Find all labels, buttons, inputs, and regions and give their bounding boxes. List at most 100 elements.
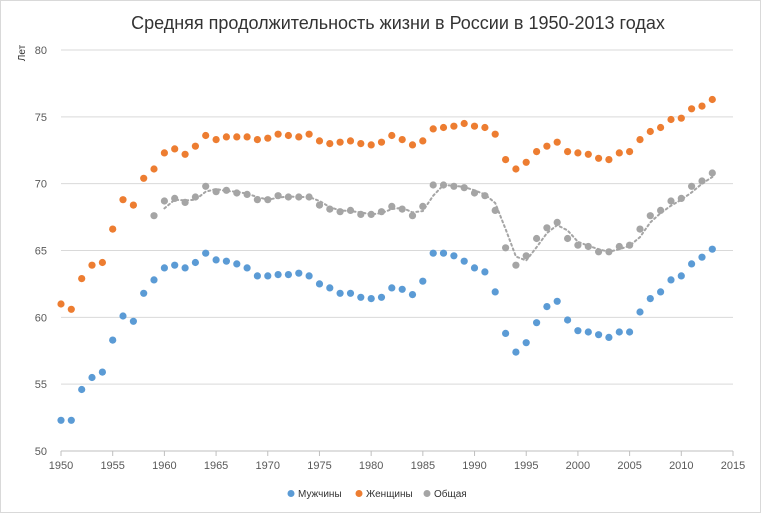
data-point [574, 327, 582, 335]
data-point [253, 272, 261, 280]
data-point [460, 119, 468, 128]
data-point [688, 182, 696, 190]
data-point [636, 225, 644, 233]
data-point [708, 95, 716, 104]
data-point [284, 193, 292, 201]
data-point [233, 133, 241, 141]
legend-label: Женщины [366, 489, 413, 500]
data-point [191, 258, 199, 267]
data-point [595, 248, 603, 256]
data-point [481, 192, 489, 200]
data-point [522, 252, 530, 260]
data-point [677, 272, 685, 280]
data-point [181, 198, 189, 206]
data-point [264, 196, 272, 204]
data-point [202, 249, 210, 257]
data-point [243, 264, 251, 272]
data-point [419, 277, 427, 285]
data-point [481, 123, 489, 132]
data-point [181, 150, 189, 158]
data-point [388, 202, 396, 210]
y-tick-label: 65 [35, 246, 47, 258]
data-point [615, 328, 623, 336]
y-tick-label: 70 [35, 179, 47, 191]
data-point [233, 260, 241, 268]
data-point [315, 280, 324, 288]
data-point [78, 275, 86, 283]
data-point [367, 141, 375, 149]
data-point [543, 303, 551, 311]
data-point [460, 184, 468, 192]
data-point [191, 193, 199, 201]
data-point [543, 142, 551, 150]
data-point [491, 288, 499, 296]
data-point [584, 242, 592, 251]
legend-marker [423, 490, 431, 497]
data-point [564, 234, 572, 243]
data-point [140, 289, 148, 297]
data-point [605, 156, 613, 164]
data-point [284, 131, 292, 140]
data-point [346, 206, 355, 214]
x-tick-label: 2005 [617, 460, 641, 472]
data-point [667, 115, 675, 124]
data-point [109, 225, 117, 233]
x-tick-label: 2015 [721, 460, 745, 472]
data-point [336, 208, 344, 216]
data-point [439, 123, 448, 132]
data-point [160, 149, 168, 157]
data-point [470, 189, 479, 197]
x-tick-label: 2000 [566, 460, 590, 472]
data-point [543, 224, 551, 232]
data-point [377, 208, 386, 216]
data-point [615, 242, 623, 251]
data-point [626, 241, 634, 249]
data-point [595, 154, 603, 162]
data-point [274, 130, 282, 138]
data-point [171, 145, 179, 153]
data-point [450, 122, 458, 130]
data-point [708, 169, 716, 177]
data-point [305, 130, 313, 138]
data-point [626, 328, 634, 336]
data-point [553, 297, 561, 305]
x-tick-label: 1995 [514, 460, 538, 472]
data-point [57, 416, 65, 424]
data-point [336, 138, 344, 146]
data-point [367, 210, 375, 218]
data-point [512, 261, 520, 269]
data-point [657, 123, 665, 132]
data-point [657, 288, 665, 296]
data-point [264, 134, 272, 142]
data-point [295, 193, 303, 201]
data-point [150, 212, 158, 220]
data-point [140, 174, 148, 182]
data-point [708, 245, 716, 253]
data-point [698, 102, 706, 110]
data-point [88, 373, 96, 382]
legend-marker [355, 490, 363, 497]
data-point [553, 138, 561, 146]
x-tick-label: 1960 [152, 460, 176, 472]
data-point [233, 189, 241, 197]
x-tick-label: 1955 [100, 460, 124, 472]
data-point [677, 114, 685, 122]
data-point [284, 271, 292, 279]
data-point [533, 234, 541, 243]
data-point [657, 206, 665, 214]
data-point [388, 284, 396, 292]
data-point [212, 256, 220, 264]
x-tick-label: 1990 [462, 460, 486, 472]
data-point [698, 177, 706, 185]
data-point [574, 149, 582, 157]
data-point [109, 336, 117, 344]
data-point [78, 385, 86, 394]
data-point [129, 317, 137, 325]
legend-label: Мужчины [298, 489, 342, 500]
data-point [553, 218, 561, 226]
data-point [419, 137, 427, 145]
data-point [264, 272, 272, 280]
y-tick-label: 50 [35, 446, 47, 458]
data-points [57, 95, 716, 424]
